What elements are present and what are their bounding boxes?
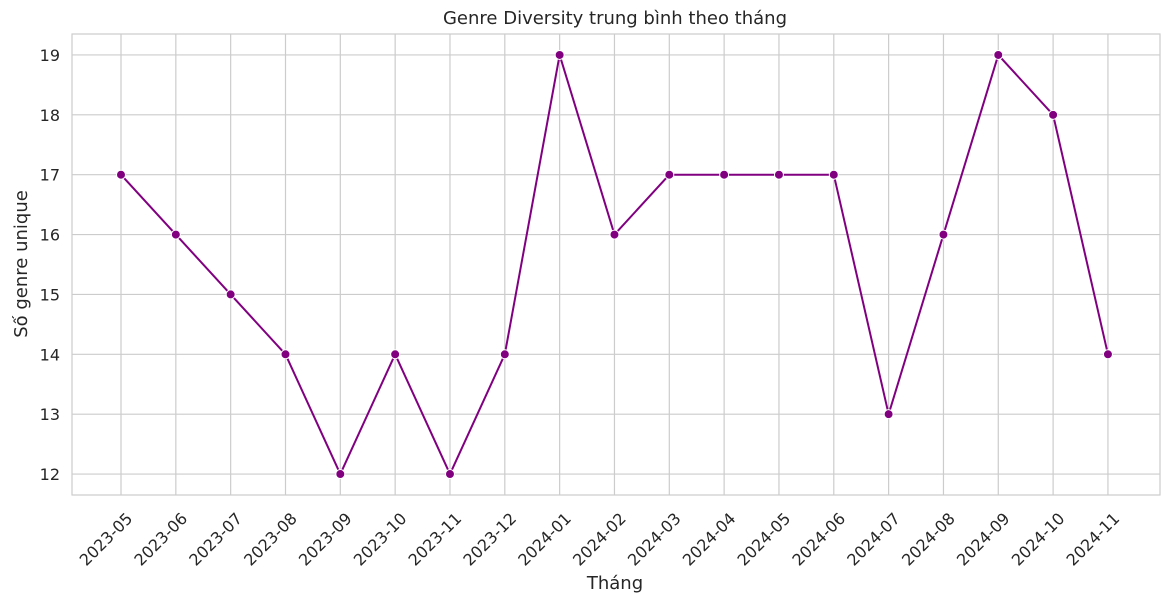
data-point	[719, 169, 730, 180]
y-tick-label: 17	[40, 166, 60, 185]
data-point	[993, 49, 1004, 60]
data-point	[225, 289, 236, 300]
y-axis-label: Số genre unique	[11, 190, 32, 338]
data-point	[444, 469, 455, 480]
data-point	[664, 169, 675, 180]
y-tick-label: 14	[40, 345, 60, 364]
data-point	[828, 169, 839, 180]
data-point	[554, 49, 565, 60]
y-tick-label: 18	[40, 106, 60, 125]
grid-lines	[72, 34, 1160, 495]
data-point	[390, 349, 401, 360]
y-tick-label: 12	[40, 465, 60, 484]
y-tick-label: 13	[40, 405, 60, 424]
data-series	[116, 49, 1113, 480]
y-tick-label: 15	[40, 285, 60, 304]
data-point	[609, 229, 620, 240]
data-point	[938, 229, 949, 240]
data-point	[116, 169, 126, 180]
data-point	[1102, 349, 1113, 360]
y-tick-label: 16	[40, 226, 60, 245]
data-point	[280, 349, 291, 360]
data-point	[883, 409, 894, 420]
data-point	[499, 349, 510, 360]
y-tick-label: 19	[40, 46, 60, 65]
plot-frame	[71, 33, 1161, 496]
x-axis-label: Tháng	[586, 573, 643, 594]
data-point	[1048, 109, 1059, 120]
data-point	[335, 469, 346, 480]
chart-title: Genre Diversity trung bình theo tháng	[443, 8, 787, 29]
data-point	[773, 169, 784, 180]
y-tick-labels: 12 13 14 15 16 17 18 19	[40, 46, 60, 484]
data-point	[170, 229, 181, 240]
